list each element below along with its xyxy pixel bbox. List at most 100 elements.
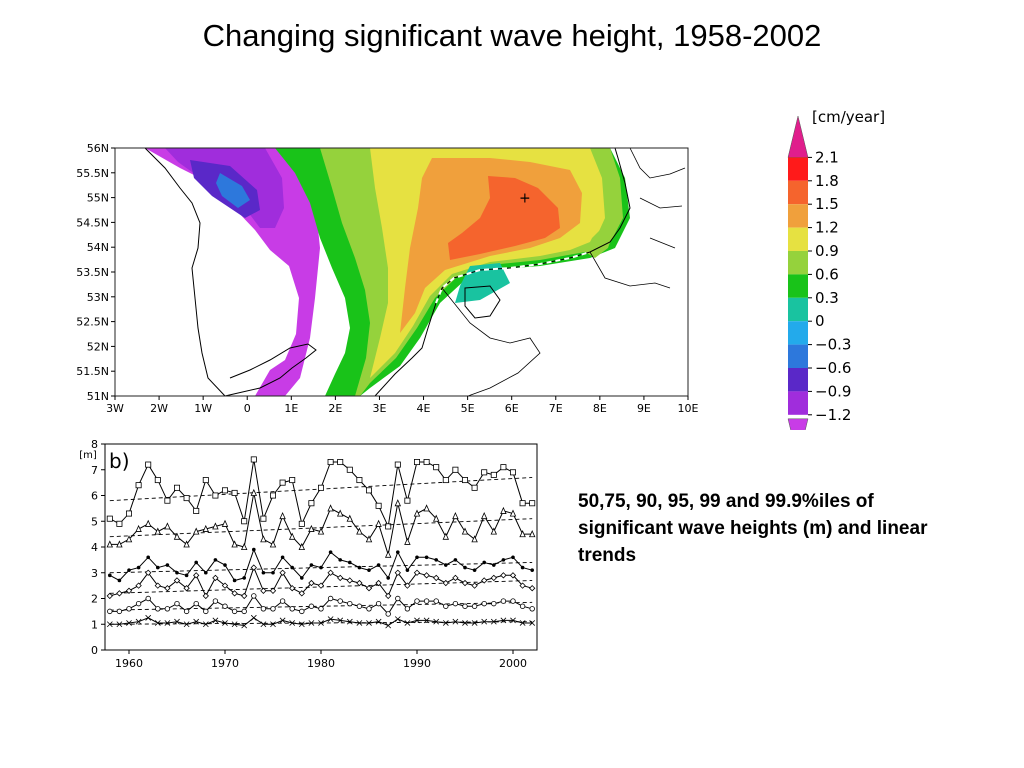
ts-y-tick-label-1: 1 xyxy=(91,618,98,631)
map-x-tick-label-5: 2E xyxy=(328,402,342,415)
series-5-point-32 xyxy=(414,617,420,624)
series-1-point-14 xyxy=(240,542,248,550)
trend-map: +3W 2W 1W 0 1E 2E 3E 4E 5E 6E 7E 8E 9E 10E 56N 55.5N 55N… xyxy=(76,142,698,415)
series-2-point-31 xyxy=(405,568,410,572)
series-2-point-7 xyxy=(175,570,179,575)
series-5-point-10 xyxy=(202,621,209,628)
series-4-point-39 xyxy=(481,600,487,607)
series-0-point-17 xyxy=(269,492,276,499)
series-3-point-1 xyxy=(116,590,123,597)
series-5-point-14 xyxy=(241,622,248,629)
series-5-point-36 xyxy=(452,618,459,625)
series-5-point-25 xyxy=(346,618,353,625)
series-5-point-40 xyxy=(490,618,497,625)
series-4-point-30 xyxy=(395,595,401,602)
map-y-tick-label-3: 54.5N xyxy=(76,216,109,229)
series-3-point-31 xyxy=(404,582,411,589)
legend-swatch-9 xyxy=(788,344,808,368)
legend-swatch-8 xyxy=(788,321,808,345)
series-5-point-15 xyxy=(250,614,257,621)
series-4-point-3 xyxy=(135,600,142,607)
series-4-point-9 xyxy=(193,600,199,607)
series-1-point-13 xyxy=(231,540,238,548)
series-3 xyxy=(106,564,536,600)
series-2-point-23 xyxy=(328,550,333,554)
map-y-tick-label-5: 53.5N xyxy=(76,266,109,279)
max-trend-marker: + xyxy=(519,191,531,207)
ts-frame xyxy=(104,443,538,651)
map-x-tick-label-6: 3E xyxy=(372,402,386,415)
coastline-denmark xyxy=(629,147,686,249)
series-1-point-27 xyxy=(365,535,373,543)
series-3-point-39 xyxy=(481,577,488,584)
ts-y-tick-label-6: 6 xyxy=(91,490,98,503)
series-4-point-11 xyxy=(212,598,219,604)
series-0-point-25 xyxy=(346,466,353,473)
series-1-point-4 xyxy=(144,519,152,527)
legend-level-label-2: 1.5 xyxy=(815,195,839,213)
series-5-point-41 xyxy=(500,617,507,624)
map-y-tick-label-0: 56N xyxy=(87,142,109,155)
series-1-point-19 xyxy=(288,532,296,540)
series-2-point-29 xyxy=(386,576,391,580)
series-1-point-40 xyxy=(490,527,498,535)
map-y-tick-label-4: 54N xyxy=(87,241,109,254)
series-1-point-16 xyxy=(260,535,267,543)
series-1-point-34 xyxy=(432,514,440,522)
series-1-point-5 xyxy=(154,527,162,535)
series-3-point-18 xyxy=(279,569,286,576)
legend-level-label-9: −0.6 xyxy=(815,359,851,377)
ts-y-tick-label-7: 7 xyxy=(91,464,98,477)
series-4-point-28 xyxy=(375,600,382,607)
series-0-point-21 xyxy=(308,500,315,507)
series-1-point-11 xyxy=(212,522,219,530)
ts-x-tick-label-3: 1990 xyxy=(403,657,431,670)
series-4-point-29 xyxy=(385,611,391,617)
series-0-point-24 xyxy=(337,459,344,466)
series-4-point-4 xyxy=(145,595,151,602)
series-0-point-15 xyxy=(250,456,257,463)
series-0-point-34 xyxy=(433,464,440,471)
series-4-point-2 xyxy=(126,606,132,612)
series-2-point-2 xyxy=(127,568,131,572)
series-2-point-9 xyxy=(194,560,198,565)
map-x-tick-label-3: 0 xyxy=(244,402,251,415)
series-2-point-8 xyxy=(184,573,189,578)
series-1-point-17 xyxy=(269,540,277,548)
series-4-point-14 xyxy=(241,608,247,615)
ts-y-axis-label: [m] xyxy=(79,450,97,461)
series-4 xyxy=(107,593,535,617)
series-3-point-19 xyxy=(289,585,296,592)
series-1-point-21 xyxy=(308,524,315,532)
legend-level-label-7: 0 xyxy=(815,312,825,330)
series-0-point-2 xyxy=(126,510,133,517)
series-3-point-41 xyxy=(500,572,507,579)
series-3-point-11 xyxy=(212,574,219,582)
series-4-point-44 xyxy=(529,606,535,612)
legend-swatch-7 xyxy=(788,297,808,322)
series-5-point-28 xyxy=(375,618,382,625)
series-4-point-1 xyxy=(116,608,123,615)
series-0-point-31 xyxy=(404,497,411,504)
series-5-point-20 xyxy=(298,621,305,628)
series-4-point-6 xyxy=(164,606,171,612)
series-4-point-36 xyxy=(452,600,459,607)
coastline-continent xyxy=(374,147,631,397)
series-1-point-37 xyxy=(461,527,469,535)
series-0-point-10 xyxy=(202,477,209,484)
legend-swatch-10 xyxy=(788,368,808,392)
series-2-point-13 xyxy=(232,578,237,583)
series-0-point-14 xyxy=(241,518,248,525)
series-4-point-10 xyxy=(203,608,209,615)
series-5-point-4 xyxy=(145,614,152,621)
series-4-point-35 xyxy=(443,603,449,609)
legend-level-label-1: 1.8 xyxy=(815,172,839,190)
series-4-point-12 xyxy=(222,603,228,609)
series-0-point-12 xyxy=(221,487,228,494)
map-y-tick-label-7: 52.5N xyxy=(76,316,109,329)
map-x-tick-label-0: 3W xyxy=(106,402,124,415)
series-0-point-42 xyxy=(509,469,516,476)
series-0-point-16 xyxy=(260,515,267,522)
series-3-point-2 xyxy=(125,587,133,594)
series-0-point-13 xyxy=(231,489,238,496)
